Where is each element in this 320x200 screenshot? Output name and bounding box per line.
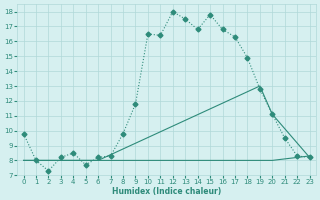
X-axis label: Humidex (Indice chaleur): Humidex (Indice chaleur) [112, 187, 221, 196]
